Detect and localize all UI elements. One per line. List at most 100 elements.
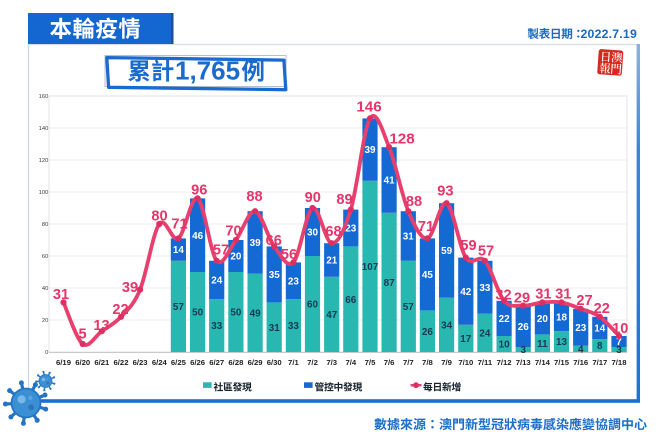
svg-text:8: 8 — [597, 341, 603, 352]
svg-text:6/25: 6/25 — [171, 358, 187, 367]
svg-text:7/1: 7/1 — [288, 358, 299, 367]
svg-text:47: 47 — [326, 310, 337, 321]
svg-text:17: 17 — [460, 334, 471, 345]
svg-text:7/2: 7/2 — [307, 358, 318, 367]
svg-text:6/21: 6/21 — [94, 358, 110, 367]
svg-text:88: 88 — [246, 189, 262, 205]
svg-text:120: 120 — [39, 158, 49, 164]
svg-text:40: 40 — [42, 286, 48, 292]
svg-text:3: 3 — [520, 345, 526, 356]
svg-text:33: 33 — [479, 283, 490, 294]
svg-text:26: 26 — [518, 322, 529, 333]
svg-text:46: 46 — [192, 231, 203, 242]
svg-text:71: 71 — [418, 219, 434, 235]
svg-text:4: 4 — [578, 344, 584, 355]
svg-text:100: 100 — [39, 190, 49, 196]
svg-text:31: 31 — [53, 287, 69, 303]
svg-text:13: 13 — [93, 318, 109, 334]
svg-text:59: 59 — [460, 238, 476, 254]
svg-text:57: 57 — [213, 243, 229, 259]
svg-text:49: 49 — [250, 308, 261, 319]
svg-text:23: 23 — [575, 323, 586, 334]
svg-text:56: 56 — [281, 247, 297, 263]
svg-text:128: 128 — [389, 131, 414, 148]
svg-text:10: 10 — [612, 321, 628, 337]
svg-text:66: 66 — [345, 295, 356, 306]
svg-text:59: 59 — [441, 246, 452, 257]
svg-text:57: 57 — [173, 302, 184, 313]
svg-text:6/19: 6/19 — [56, 358, 71, 367]
svg-text:3: 3 — [616, 345, 622, 356]
svg-text:45: 45 — [422, 270, 433, 281]
svg-text:107: 107 — [362, 262, 379, 273]
svg-text:7: 7 — [616, 337, 622, 348]
svg-text:14: 14 — [173, 245, 184, 256]
svg-text:27: 27 — [576, 293, 592, 309]
svg-text:5: 5 — [78, 327, 86, 343]
svg-text:35: 35 — [269, 270, 280, 281]
svg-text:31: 31 — [403, 232, 414, 243]
svg-text:50: 50 — [192, 308, 203, 319]
svg-text:140: 140 — [39, 126, 49, 132]
svg-text:7/3: 7/3 — [326, 358, 337, 367]
svg-text:6/28: 6/28 — [228, 358, 244, 367]
svg-text:7/8: 7/8 — [422, 358, 433, 367]
svg-text:7/16: 7/16 — [573, 358, 588, 367]
svg-text:57: 57 — [478, 244, 494, 260]
svg-text:29: 29 — [514, 291, 530, 307]
svg-text:39: 39 — [250, 238, 261, 249]
svg-text:7/11: 7/11 — [478, 358, 493, 367]
svg-text:0: 0 — [45, 350, 48, 356]
svg-text:70: 70 — [225, 224, 241, 240]
svg-text:6/29: 6/29 — [248, 358, 263, 367]
svg-text:7/4: 7/4 — [345, 358, 356, 367]
svg-text:80: 80 — [151, 209, 167, 225]
svg-text:1,765: 1,765 — [175, 56, 240, 86]
svg-text:6/24: 6/24 — [152, 358, 168, 367]
svg-text:60: 60 — [42, 254, 48, 260]
svg-text:6/23: 6/23 — [133, 358, 148, 367]
svg-text:18: 18 — [556, 312, 567, 323]
svg-text:6/26: 6/26 — [190, 358, 205, 367]
svg-text:31: 31 — [555, 287, 571, 303]
svg-text:7/13: 7/13 — [516, 358, 531, 367]
svg-text:33: 33 — [288, 321, 299, 332]
svg-text:7/7: 7/7 — [403, 358, 414, 367]
svg-text:6/22: 6/22 — [114, 358, 129, 367]
svg-text:24: 24 — [479, 328, 490, 339]
svg-text:31: 31 — [535, 287, 551, 303]
svg-text:7/18: 7/18 — [612, 358, 628, 367]
svg-text:26: 26 — [422, 327, 433, 338]
svg-text:42: 42 — [460, 287, 471, 298]
svg-text:7/6: 7/6 — [384, 358, 395, 367]
svg-text:7/9: 7/9 — [441, 358, 452, 367]
svg-text:22: 22 — [594, 301, 610, 317]
svg-text:2022.7.19: 2022.7.19 — [581, 27, 638, 41]
svg-text:68: 68 — [325, 224, 341, 240]
svg-text:20: 20 — [537, 314, 548, 325]
svg-text:6/30: 6/30 — [267, 358, 282, 367]
svg-text:71: 71 — [171, 217, 187, 233]
svg-text:14: 14 — [594, 324, 605, 335]
svg-text:39: 39 — [122, 280, 138, 296]
svg-text:30: 30 — [307, 228, 318, 239]
svg-text:24: 24 — [211, 276, 222, 287]
svg-text:89: 89 — [336, 192, 352, 208]
svg-text:20: 20 — [230, 252, 241, 263]
svg-text:7/15: 7/15 — [554, 358, 570, 367]
svg-text:50: 50 — [230, 308, 241, 319]
svg-text:13: 13 — [556, 337, 567, 348]
svg-text:60: 60 — [307, 300, 318, 311]
svg-text:33: 33 — [211, 321, 222, 332]
svg-text:66: 66 — [266, 233, 282, 249]
svg-text:39: 39 — [365, 145, 376, 156]
svg-text:146: 146 — [356, 99, 381, 116]
svg-text:93: 93 — [437, 184, 453, 200]
svg-text:21: 21 — [326, 256, 337, 267]
svg-text:7/17: 7/17 — [592, 358, 607, 367]
svg-text:22: 22 — [112, 302, 128, 318]
svg-text:160: 160 — [39, 94, 49, 100]
svg-text:87: 87 — [384, 278, 395, 289]
svg-text:7/5: 7/5 — [365, 358, 376, 367]
svg-text:10: 10 — [499, 340, 510, 351]
